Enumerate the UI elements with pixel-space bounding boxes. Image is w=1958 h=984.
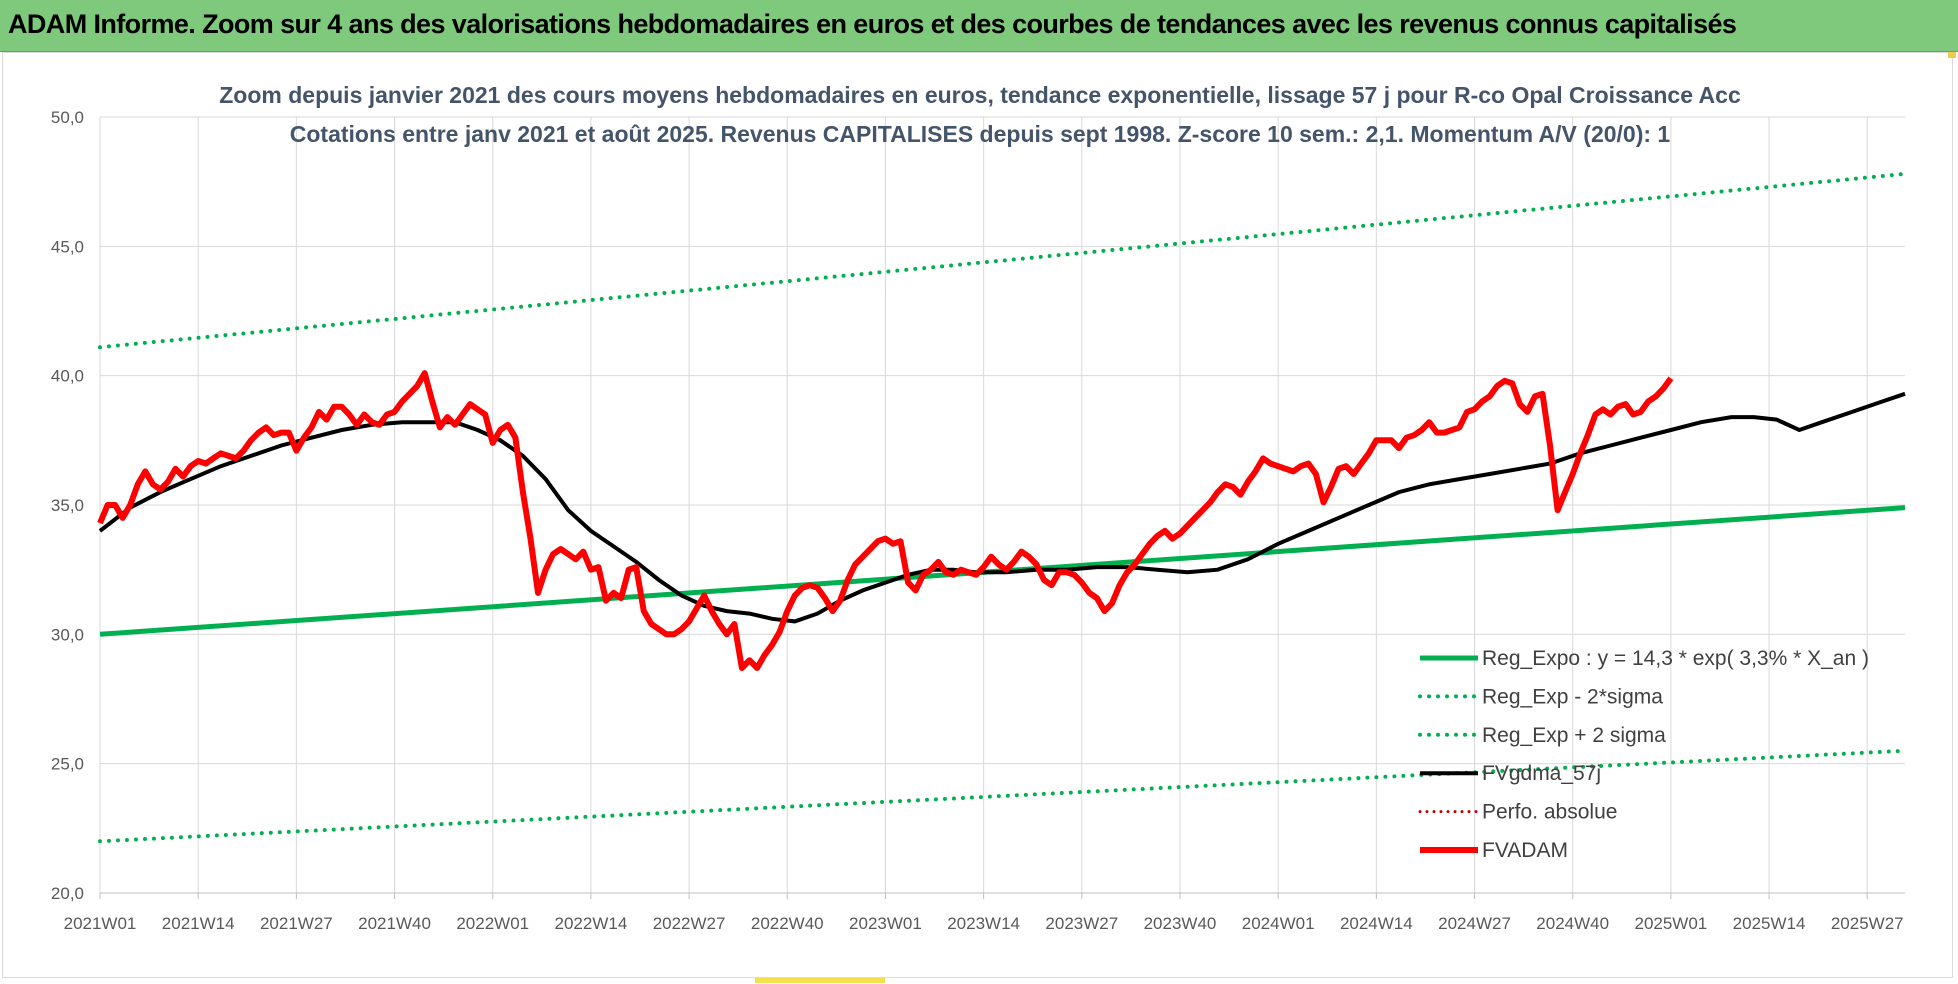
series	[97, 171, 1907, 844]
legend-label: Reg_Expo : y = 14,3 * exp( 3,3% * X_an )	[1482, 647, 1869, 670]
x-tick-label: 2023W27	[1045, 914, 1118, 933]
x-tick-label: 2022W27	[653, 914, 726, 933]
y-tick-label: 20,0	[51, 884, 84, 903]
x-tick-label: 2022W01	[456, 914, 529, 933]
x-tick-label: 2024W27	[1438, 914, 1511, 933]
series-fvgdma-57j	[98, 391, 1906, 624]
y-tick-label: 25,0	[51, 755, 84, 774]
y-tick-label: 45,0	[51, 237, 84, 256]
x-tick-label: 2024W14	[1340, 914, 1413, 933]
x-tick-label: 2023W01	[849, 914, 922, 933]
legend-label: FVgdma_57j	[1482, 762, 1601, 785]
legend: Reg_Expo : y = 14,3 * exp( 3,3% * X_an )…	[1418, 647, 1869, 862]
x-tick-label: 2023W14	[947, 914, 1020, 933]
corner-accent	[1948, 52, 1956, 58]
y-tick-label: 40,0	[51, 367, 84, 386]
x-tick-label: 2025W14	[1733, 914, 1806, 933]
legend-label: Perfo. absolue	[1482, 801, 1617, 824]
header-banner: ADAM Informe. Zoom sur 4 ans des valoris…	[0, 0, 1958, 52]
chart-title-line-1: Zoom depuis janvier 2021 des cours moyen…	[219, 82, 1741, 108]
x-tick-label: 2021W27	[260, 914, 333, 933]
x-tick-label: 2021W40	[358, 914, 431, 933]
series-fvadam	[97, 370, 1674, 671]
x-tick-label: 2024W01	[1242, 914, 1315, 933]
axes: 20,0 25,0 30,0 35,0 40,0 45,0 50,0 2021W01 2021W…	[51, 108, 1905, 933]
x-tick-label: 2025W01	[1634, 914, 1707, 933]
x-tick-label: 2025W27	[1831, 914, 1904, 933]
legend-label: Reg_Exp - 2*sigma	[1482, 685, 1663, 708]
x-tick-label: 2022W40	[751, 914, 824, 933]
x-tick-label: 2024W40	[1536, 914, 1609, 933]
grid	[99, 116, 1905, 894]
x-tick-label: 2022W14	[555, 914, 628, 933]
banner-title: ADAM Informe. Zoom sur 4 ans des valoris…	[8, 9, 1737, 39]
y-tick-label: 35,0	[51, 496, 84, 515]
legend-label: Reg_Exp + 2 sigma	[1482, 724, 1666, 747]
chart-frame	[2, 52, 1953, 978]
y-tick-label: 30,0	[51, 625, 84, 644]
chart-title: Zoom depuis janvier 2021 des cours moyen…	[219, 82, 1741, 147]
bottom-accent	[755, 978, 885, 983]
x-tick-label: 2023W40	[1144, 914, 1217, 933]
x-tick-label: 2021W14	[162, 914, 235, 933]
series-reg-minus-2sigma	[98, 748, 1907, 844]
legend-label: FVADAM	[1482, 839, 1568, 862]
chart-title-line-2: Cotations entre janv 2021 et août 2025. …	[290, 121, 1671, 147]
y-tick-label: 50,0	[51, 108, 84, 127]
x-tick-label: 2021W01	[64, 914, 137, 933]
series-reg-plus-2sigma	[98, 171, 1907, 350]
